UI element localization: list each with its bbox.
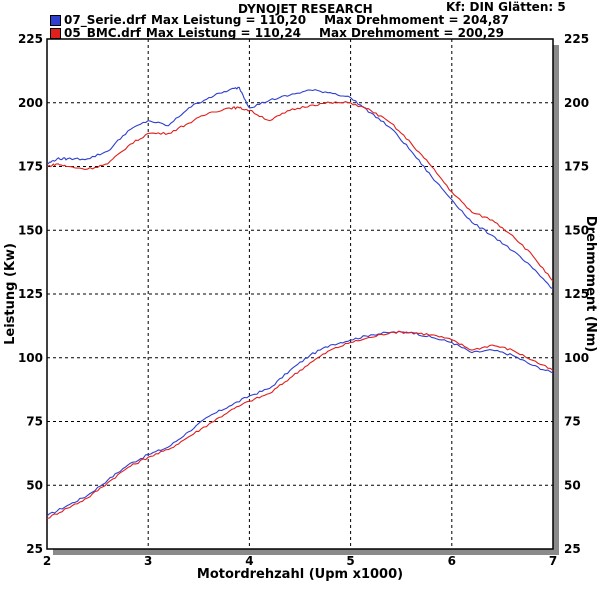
- chart-title: DYNOJET RESEARCH: [238, 2, 373, 16]
- legend-max-power: Max Leistung = 110,20: [150, 13, 307, 27]
- x-tick-label: 5: [346, 554, 354, 568]
- x-tick-label: 6: [448, 554, 456, 568]
- y-tick-label-right: 225: [564, 32, 589, 46]
- series-layer: [46, 86, 554, 519]
- y-tick-label-left: 200: [18, 96, 43, 110]
- plot-shadow-right: [553, 45, 559, 555]
- y-tick-label-left: 125: [18, 287, 43, 301]
- gridlines: [47, 39, 553, 549]
- y-tick-label-left: 175: [18, 160, 43, 174]
- y-axis-title-right: Drehmoment (Nm): [583, 216, 598, 352]
- series-line-07-serie-drf-drehmoment: [46, 86, 554, 290]
- plot-shadow-bottom: [53, 549, 559, 555]
- y-tick-label-right: 100: [564, 351, 589, 365]
- x-tick-label: 3: [144, 554, 152, 568]
- x-axis-title: Motordrehzahl (Upm x1000): [197, 567, 403, 582]
- y-tick-label-right: 50: [564, 478, 581, 492]
- legend-series-name: 05_BMC.drf: [64, 26, 141, 40]
- x-tick-label: 2: [43, 554, 51, 568]
- legend-swatch-red: [50, 27, 61, 39]
- y-tick-label-left: 25: [26, 542, 43, 556]
- y-tick-label-right: 75: [564, 415, 581, 429]
- y-tick-label-right: 175: [564, 160, 589, 174]
- y-tick-label-left: 100: [18, 351, 43, 365]
- legend-max-power: Max Leistung = 110,24: [145, 26, 302, 40]
- legend-max-torque: Max Drehmoment = 200,29: [319, 26, 504, 40]
- y-tick-label-left: 50: [26, 478, 43, 492]
- legend-max-torque: Max Drehmoment = 204,87: [324, 13, 509, 27]
- y-tick-label-left: 150: [18, 223, 43, 237]
- y-tick-label-left: 225: [18, 32, 43, 46]
- y-tick-label-right: 125: [564, 287, 589, 301]
- legend-swatch-blue: [50, 14, 61, 26]
- y-tick-label-right: 150: [564, 223, 589, 237]
- x-tick-label: 7: [549, 554, 557, 568]
- legend-series-name: 07_Serie.drf: [64, 13, 146, 27]
- tick-labels: 2 3 4 5 6 7 25 25 50 50 75 75 100 100 125 125 150 150 175 1…: [18, 32, 589, 568]
- series-line-05-bmc-drf-leistung: [46, 330, 554, 519]
- y-tick-label-right: 200: [564, 96, 589, 110]
- y-axis-title-left: Leistung (Kw): [3, 243, 18, 345]
- y-tick-label-right: 25: [564, 542, 581, 556]
- x-tick-label: 4: [245, 554, 253, 568]
- legend-entry-serie: 07_Serie.drf Max Leistung = 110,20 Max D…: [50, 13, 509, 27]
- series-line-07-serie-drf-leistung: [46, 330, 554, 517]
- series-line-05-bmc-drf-drehmoment: [46, 101, 554, 282]
- y-tick-label-left: 75: [26, 415, 43, 429]
- legend-entry-bmc: 05_BMC.drf Max Leistung = 110,24 Max Dre…: [50, 26, 504, 40]
- settings-text: Kf: DIN Glätten: 5: [446, 0, 566, 14]
